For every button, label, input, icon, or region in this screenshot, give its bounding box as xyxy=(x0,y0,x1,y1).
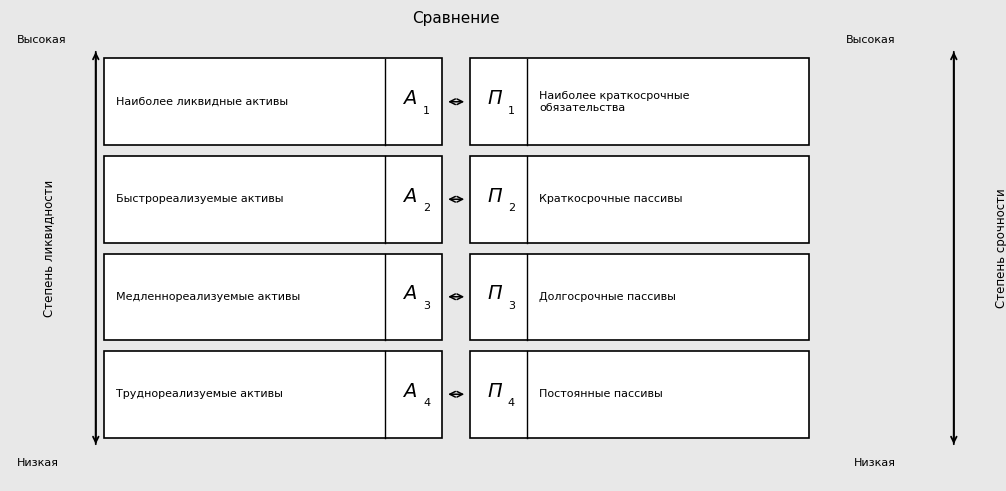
Text: Степень срочности: Степень срочности xyxy=(995,188,1006,308)
Text: Медленнореализуемые активы: Медленнореализуемые активы xyxy=(116,292,300,302)
Text: П: П xyxy=(487,187,502,206)
Text: Высокая: Высокая xyxy=(846,35,895,45)
Text: 1: 1 xyxy=(508,106,515,116)
Text: А: А xyxy=(403,89,416,108)
Bar xyxy=(470,351,809,437)
Text: 3: 3 xyxy=(508,301,515,311)
Text: Степень ликвидности: Степень ликвидности xyxy=(42,179,55,317)
Text: Постоянные пассивы: Постоянные пассивы xyxy=(539,389,663,399)
Text: П: П xyxy=(487,89,502,108)
Text: 1: 1 xyxy=(424,106,430,116)
Text: Наиболее краткосрочные
обязательства: Наиболее краткосрочные обязательства xyxy=(539,91,689,112)
Text: 4: 4 xyxy=(508,398,515,408)
Bar xyxy=(470,58,809,145)
Text: Низкая: Низкая xyxy=(853,458,895,468)
Bar xyxy=(104,351,443,437)
Text: Краткосрочные пассивы: Краткосрочные пассивы xyxy=(539,194,683,204)
Text: П: П xyxy=(487,382,502,401)
Text: Наиболее ликвидные активы: Наиболее ликвидные активы xyxy=(116,97,288,107)
Bar xyxy=(104,58,443,145)
Text: А: А xyxy=(403,187,416,206)
Text: П: П xyxy=(487,284,502,303)
Text: А: А xyxy=(403,284,416,303)
Text: Долгосрочные пассивы: Долгосрочные пассивы xyxy=(539,292,676,302)
Text: 2: 2 xyxy=(423,203,431,213)
Bar xyxy=(470,253,809,340)
Bar xyxy=(104,253,443,340)
Text: Низкая: Низкая xyxy=(17,458,58,468)
Text: Сравнение: Сравнение xyxy=(412,11,500,27)
Text: 2: 2 xyxy=(508,203,515,213)
Text: Высокая: Высокая xyxy=(17,35,66,45)
Text: Быстрореализуемые активы: Быстрореализуемые активы xyxy=(116,194,283,204)
Text: А: А xyxy=(403,382,416,401)
Text: Труднореализуемые активы: Труднореализуемые активы xyxy=(116,389,283,399)
Text: 4: 4 xyxy=(423,398,431,408)
Text: 3: 3 xyxy=(424,301,430,311)
Bar xyxy=(104,156,443,243)
Bar xyxy=(470,156,809,243)
